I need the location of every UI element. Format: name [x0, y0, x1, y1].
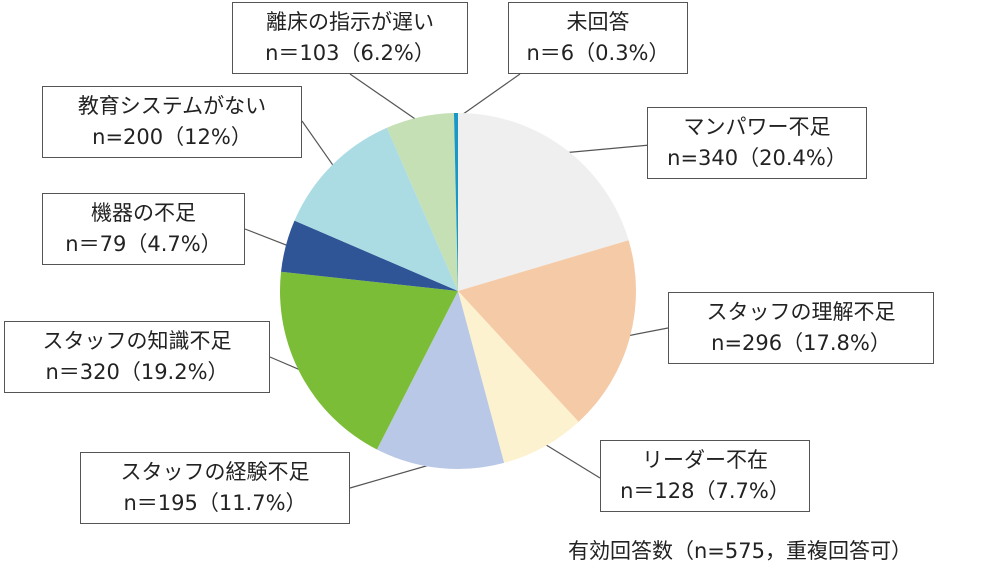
label-staff-experience: スタッフの経験不足 n＝195（11.7%）	[80, 452, 350, 524]
slice-staff-understanding	[458, 240, 636, 422]
label-staff-understanding-name: スタッフの理解不足	[706, 300, 896, 324]
slice-education-system	[294, 127, 458, 291]
label-staff-knowledge: スタッフの知識不足 n＝320（19.2%）	[4, 321, 270, 393]
label-late-instruction: 離床の指示が遅い n＝103（6.2%）	[232, 2, 468, 74]
leader-manpower	[560, 144, 651, 154]
label-manpower: マンパワー不足 n=340（20.4%）	[647, 107, 867, 179]
slice-no-answer	[453, 113, 458, 291]
slice-staff-knowledge	[279, 271, 458, 450]
label-staff-experience-name: スタッフの経験不足	[120, 460, 310, 484]
label-staff-understanding: スタッフの理解不足 n=296（17.8%）	[668, 292, 934, 364]
slice-staff-experience	[376, 291, 505, 469]
label-no-answer-value: n＝6（0.3%）	[526, 41, 670, 65]
slice-late-instruction	[386, 113, 458, 291]
label-equipment-value: n＝79（4.7%）	[65, 232, 222, 256]
label-education-system-value: n=200（12%）	[92, 125, 252, 149]
label-late-instruction-name: 離床の指示が遅い	[266, 10, 434, 34]
label-staff-understanding-value: n=296（17.8%）	[711, 331, 891, 355]
label-equipment: 機器の不足 n＝79（4.7%）	[42, 193, 245, 265]
label-education-system: 教育システムがない n=200（12%）	[42, 86, 302, 158]
leader-staff-experience	[349, 461, 441, 489]
leader-equipment	[244, 228, 292, 248]
label-manpower-name: マンパワー不足	[683, 115, 831, 139]
leader-staff-understanding	[623, 327, 669, 338]
label-staff-knowledge-name: スタッフの知識不足	[42, 329, 232, 353]
label-no-leader-value: n＝128（7.7%）	[620, 479, 790, 503]
leader-lines	[244, 73, 669, 489]
label-no-leader: リーダー不在 n＝128（7.7%）	[600, 440, 810, 512]
label-no-answer: 未回答 n＝6（0.3%）	[508, 2, 688, 74]
label-no-answer-name: 未回答	[566, 10, 630, 34]
label-late-instruction-value: n＝103（6.2%）	[265, 41, 435, 65]
label-equipment-name: 機器の不足	[91, 201, 196, 225]
leader-education-system	[301, 120, 337, 171]
leader-no-answer	[455, 73, 521, 120]
footnote: 有効回答数（n=575，重複回答可）	[568, 539, 912, 563]
slice-no-leader	[458, 291, 579, 463]
label-staff-knowledge-value: n＝320（19.2%）	[45, 360, 229, 384]
label-education-system-name: 教育システムがない	[77, 94, 267, 118]
label-staff-experience-value: n＝195（11.7%）	[123, 491, 307, 515]
label-manpower-value: n=340（20.4%）	[667, 146, 847, 170]
slice-manpower	[458, 113, 629, 291]
slice-equipment	[281, 220, 458, 291]
label-no-leader-name: リーダー不在	[642, 448, 768, 472]
pie-slices	[279, 113, 636, 469]
leader-no-leader	[540, 441, 601, 479]
leader-late-instruction	[349, 73, 422, 124]
